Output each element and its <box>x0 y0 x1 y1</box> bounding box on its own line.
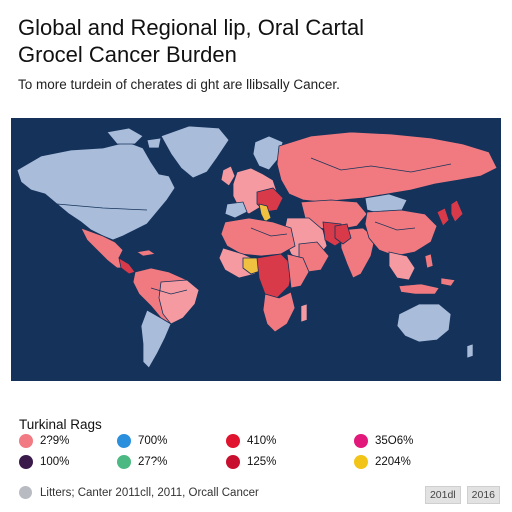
southern-africa <box>262 291 296 333</box>
legend-item: 100% <box>19 455 69 469</box>
legend-label: 2?9% <box>40 435 70 447</box>
legend-swatch <box>226 434 240 448</box>
map-title: Global and Regional lip, Oral Cartal Gro… <box>18 14 498 68</box>
country-borders <box>56 157 452 295</box>
korea-japan <box>436 199 464 227</box>
legend-swatch <box>19 434 33 448</box>
legend-swatch <box>117 434 131 448</box>
world-map <box>11 118 501 381</box>
philippines <box>424 253 434 269</box>
title-line-2: Grocel Cancer Burden <box>18 42 237 67</box>
title-line-1: Global and Regional lip, Oral Cartal <box>18 15 365 40</box>
arctic-islands <box>106 127 162 149</box>
legend-label: 125% <box>247 456 277 468</box>
year-badge[interactable]: 201dl <box>424 486 461 504</box>
legend-swatch <box>19 455 33 469</box>
legend-label: 700% <box>138 435 168 447</box>
east-africa <box>286 253 310 289</box>
legend-label: 410% <box>247 435 277 447</box>
legend-swatch <box>226 455 240 469</box>
central-america <box>118 257 136 275</box>
new-zealand <box>466 343 474 359</box>
iberia <box>224 201 248 219</box>
greenland <box>160 125 230 179</box>
russia <box>276 131 498 203</box>
legend-item: 125% <box>226 455 276 469</box>
world-map-svg <box>16 125 498 369</box>
legend-item: 700% <box>117 434 167 448</box>
central-africa <box>256 253 294 299</box>
legend: 2?9% 700% 410% 35O6% 100% 27?% 125% 2204% <box>19 434 419 474</box>
indonesia <box>398 277 456 295</box>
north-africa <box>220 217 296 257</box>
source-text: Litters; Canter 2011cll, 2011, Orcall Ca… <box>40 486 259 499</box>
legend-label: 35O6% <box>375 435 414 447</box>
legend-item: 410% <box>226 434 276 448</box>
legend-item: 2?9% <box>19 434 69 448</box>
southeast-asia <box>388 251 416 281</box>
pakistan <box>334 223 352 245</box>
uk <box>220 165 236 187</box>
china <box>364 209 438 257</box>
legend-item: 35O6% <box>354 434 413 448</box>
australia <box>396 303 452 343</box>
legend-item: 27?% <box>117 455 167 469</box>
brazil <box>158 279 200 325</box>
legend-label: 100% <box>40 456 70 468</box>
year-badges: 201dl 2016 <box>424 486 500 504</box>
caribbean <box>136 249 156 257</box>
map-subtitle: To more turdein of cherates di ght are l… <box>18 77 340 92</box>
legend-swatch <box>354 434 368 448</box>
italy <box>258 203 272 223</box>
scandinavia <box>252 135 284 171</box>
legend-swatch <box>117 455 131 469</box>
legend-swatch <box>354 455 368 469</box>
legend-title: Turkinal Rags <box>19 417 102 432</box>
legend-item: 2204% <box>354 455 411 469</box>
year-badge[interactable]: 2016 <box>466 486 500 504</box>
source-dot-icon <box>19 486 32 499</box>
south-america-south <box>140 309 172 369</box>
legend-label: 2204% <box>375 456 411 468</box>
footer-source: Litters; Canter 2011cll, 2011, Orcall Ca… <box>19 486 259 499</box>
madagascar <box>300 303 308 323</box>
legend-label: 27?% <box>138 456 168 468</box>
north-america <box>16 141 176 241</box>
